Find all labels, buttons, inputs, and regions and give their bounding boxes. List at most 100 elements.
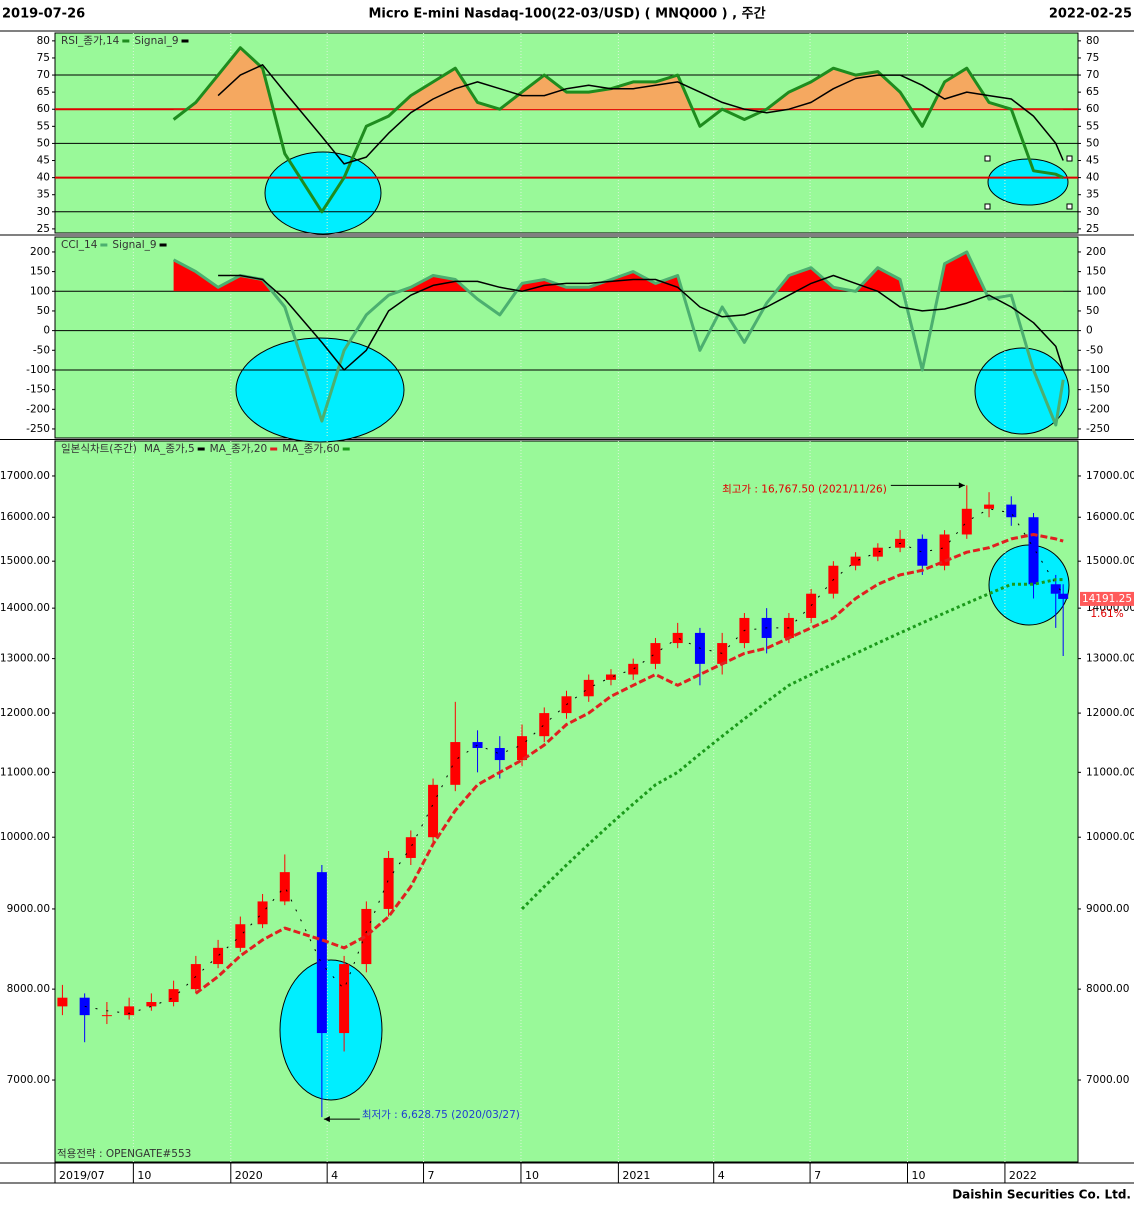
candle-body bbox=[583, 679, 594, 697]
x-tick-label: 4 bbox=[331, 1169, 338, 1182]
y-tick-label: -100 bbox=[1086, 364, 1110, 376]
legend-label: 일본식차트(주간) bbox=[61, 442, 137, 455]
y-tick-label: 35 bbox=[1086, 189, 1099, 201]
y-tick-label: -150 bbox=[1086, 384, 1110, 396]
y-tick-label: 35 bbox=[37, 189, 50, 201]
y-tick-label: 30 bbox=[1086, 206, 1099, 218]
y-tick-label: 150 bbox=[1086, 266, 1106, 278]
candle-body bbox=[101, 1015, 112, 1017]
y-tick-label: 9000.00 bbox=[1086, 903, 1129, 915]
y-tick-label: 80 bbox=[1086, 35, 1099, 47]
candle-body bbox=[628, 663, 639, 675]
handle bbox=[984, 203, 991, 210]
y-tick-label: 50 bbox=[1086, 137, 1099, 149]
x-tick-label: 2022 bbox=[1009, 1169, 1037, 1182]
y-tick-label: 12000.00 bbox=[1086, 707, 1134, 719]
candle-body bbox=[850, 556, 861, 566]
candle-body bbox=[383, 857, 394, 909]
x-tick-label: 2020 bbox=[235, 1169, 263, 1182]
highlight-ellipse bbox=[279, 959, 383, 1101]
y-tick-label: -50 bbox=[1086, 344, 1103, 356]
legend-label: MA_종가,20 bbox=[210, 443, 268, 455]
y-tick-label: -250 bbox=[26, 423, 50, 435]
candle-body bbox=[672, 632, 683, 644]
y-tick-label: 200 bbox=[1086, 246, 1106, 258]
y-tick-label: 60 bbox=[37, 103, 50, 115]
candle-body bbox=[650, 643, 661, 664]
fill-area bbox=[173, 251, 986, 292]
y-tick-label: 16000.00 bbox=[1086, 511, 1134, 523]
y-tick-label: 65 bbox=[37, 86, 50, 98]
candle-body bbox=[1058, 593, 1069, 599]
chart-title: Micro E-mini Nasdaq-100(22-03/USD) ( MNQ… bbox=[368, 6, 765, 22]
y-tick-label: 70 bbox=[1086, 69, 1099, 81]
y-tick-label: 10000.00 bbox=[0, 831, 50, 843]
y-tick-label: 9000.00 bbox=[7, 903, 50, 915]
y-tick-label: 70 bbox=[37, 69, 50, 81]
last-price-box bbox=[1080, 591, 1134, 606]
handle bbox=[984, 155, 991, 162]
y-tick-label: 16000.00 bbox=[0, 511, 50, 523]
candle-body bbox=[605, 674, 616, 680]
series-line bbox=[218, 274, 1064, 371]
last-price: 14191.25 bbox=[1082, 593, 1132, 605]
series-line bbox=[194, 533, 1064, 995]
y-tick-label: 200 bbox=[30, 246, 50, 258]
y-tick-label: 7000.00 bbox=[7, 1074, 50, 1086]
x-tick-label: 10 bbox=[912, 1169, 926, 1182]
start-date: 2019-07-26 bbox=[2, 7, 85, 22]
y-tick-label: 7000.00 bbox=[1086, 1074, 1129, 1086]
y-tick-label: 75 bbox=[1086, 52, 1099, 64]
y-tick-label: 40 bbox=[37, 172, 50, 184]
y-tick-label: 10000.00 bbox=[1086, 831, 1134, 843]
y-tick-label: 80 bbox=[37, 35, 50, 47]
highlight-ellipse bbox=[264, 151, 382, 235]
highlight-ellipse bbox=[235, 337, 405, 443]
candle-body bbox=[1006, 504, 1017, 518]
candle-body bbox=[917, 538, 928, 566]
x-tick-label: 10 bbox=[525, 1169, 539, 1182]
footer: Daishin Securities Co. Ltd. bbox=[952, 1188, 1131, 1202]
candle-body bbox=[450, 742, 461, 785]
x-tick-label: 10 bbox=[137, 1169, 151, 1182]
y-tick-label: 50 bbox=[37, 137, 50, 149]
y-tick-label: 150 bbox=[30, 266, 50, 278]
rsi-panel bbox=[54, 32, 1079, 234]
y-tick-label: 17000.00 bbox=[0, 470, 50, 482]
y-tick-label: 12000.00 bbox=[0, 707, 50, 719]
candle-body bbox=[517, 736, 528, 761]
candle-body bbox=[1050, 584, 1061, 594]
candle-body bbox=[472, 742, 483, 749]
end-date: 2022-02-25 bbox=[1049, 7, 1132, 22]
y-tick-label: 100 bbox=[30, 285, 50, 297]
series-line bbox=[172, 46, 1064, 214]
series-line bbox=[172, 250, 1065, 427]
candle-body bbox=[235, 924, 246, 948]
y-tick-label: 11000.00 bbox=[1086, 766, 1134, 778]
candle-body bbox=[1028, 517, 1039, 585]
candle-body bbox=[961, 508, 972, 535]
y-tick-label: 65 bbox=[1086, 86, 1099, 98]
y-tick-label: 15000.00 bbox=[0, 555, 50, 567]
y-tick-label: 17000.00 bbox=[1086, 470, 1134, 482]
x-tick-label: 4 bbox=[718, 1169, 725, 1182]
x-tick-label: 2019/07 bbox=[59, 1169, 105, 1182]
arrow-head bbox=[323, 1116, 330, 1123]
y-tick-label: -50 bbox=[33, 344, 50, 356]
y-tick-label: 75 bbox=[37, 52, 50, 64]
arrow-head bbox=[958, 482, 965, 489]
candle-body bbox=[213, 947, 224, 965]
handle bbox=[1066, 203, 1073, 210]
legend-label: Signal_9 bbox=[112, 239, 156, 251]
y-tick-label: -100 bbox=[26, 364, 50, 376]
candle-body bbox=[79, 997, 90, 1016]
y-tick-label: -200 bbox=[26, 403, 50, 415]
y-tick-label: 0 bbox=[43, 325, 50, 337]
y-tick-label: 13000.00 bbox=[0, 653, 50, 665]
cci-panel bbox=[54, 236, 1079, 439]
series-line bbox=[217, 64, 1064, 165]
legend-label: RSI_종가,14 bbox=[61, 35, 120, 47]
y-tick-label: 55 bbox=[1086, 120, 1099, 132]
handle bbox=[1066, 155, 1073, 162]
